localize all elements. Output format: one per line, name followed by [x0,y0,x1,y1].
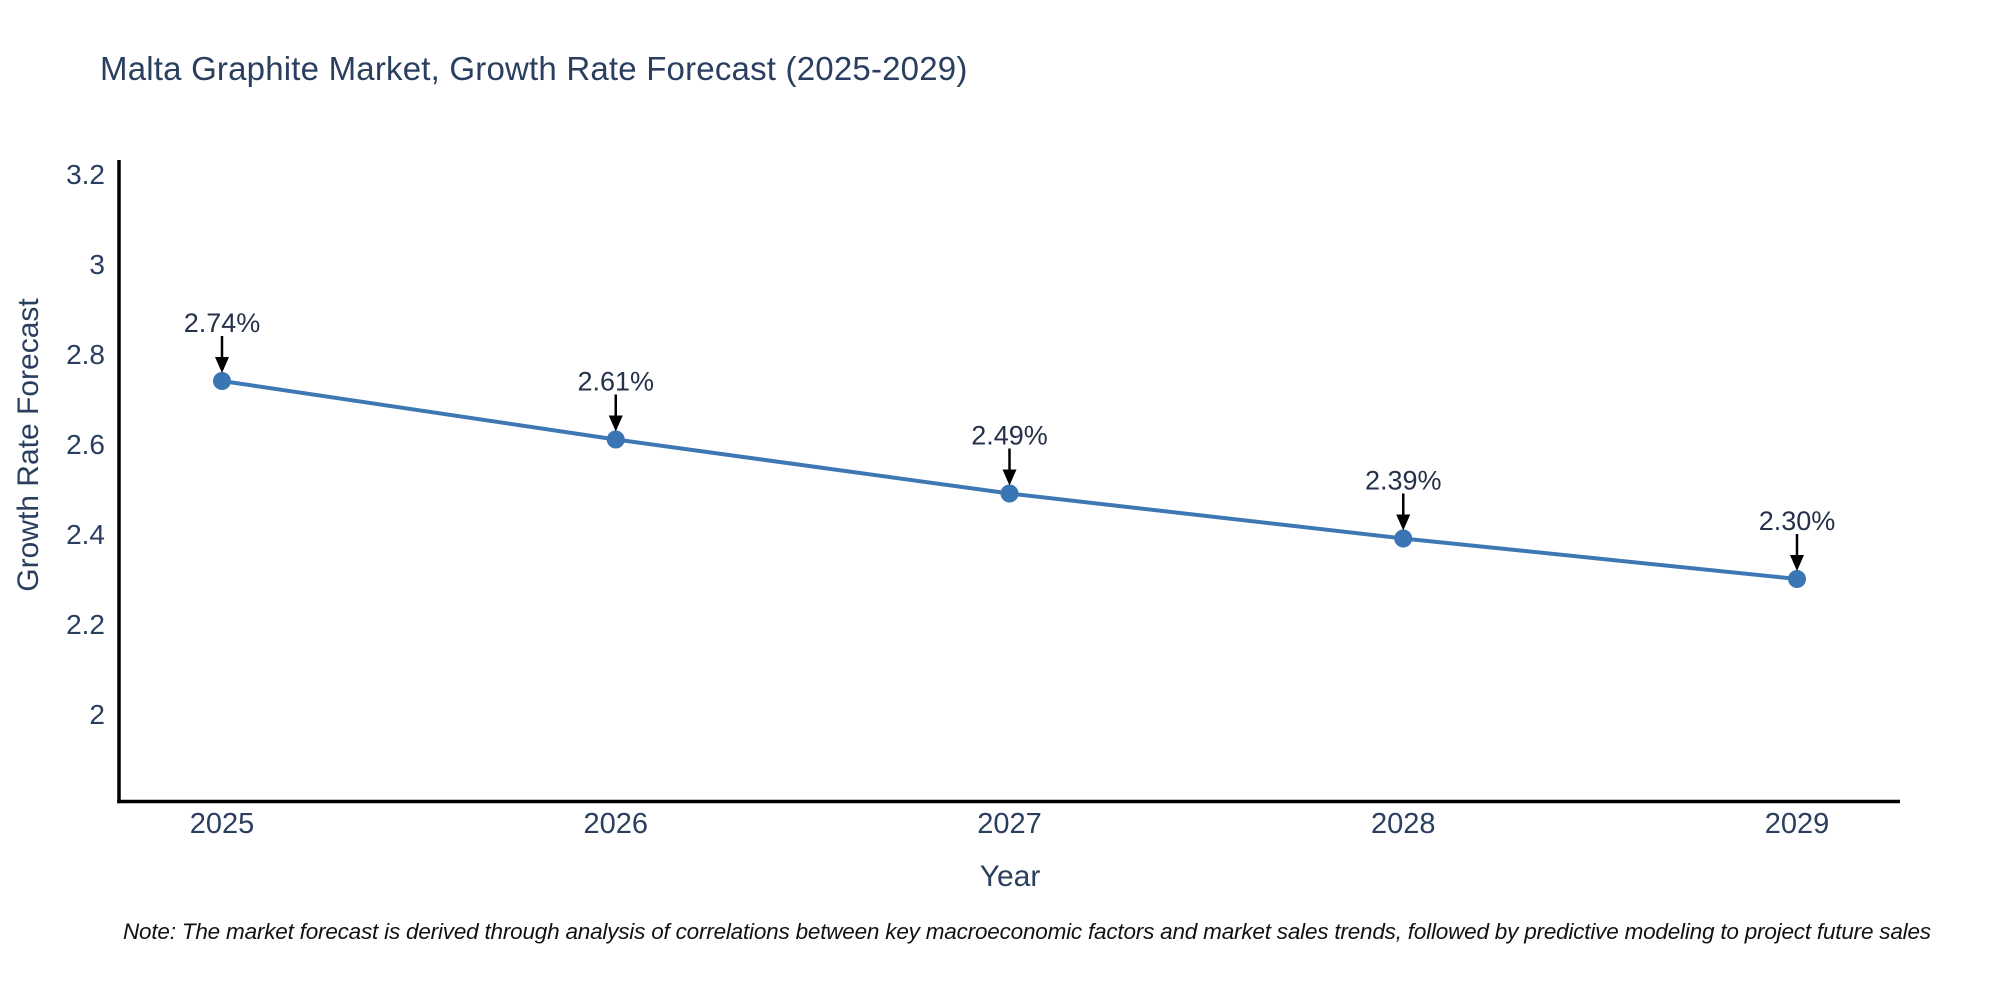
annotation-arrow-head [1002,469,1017,486]
annotation-label: 2.49% [971,421,1048,451]
annotation-arrow-head [1790,555,1804,571]
annotation-label: 2.39% [1365,466,1442,496]
annotation-arrow-head [1396,514,1411,531]
x-tick-label: 2028 [1371,808,1436,840]
y-tick-label: 3.2 [66,159,105,190]
annotation-label: 2.61% [577,367,654,397]
x-tick-label: 2026 [583,808,648,840]
y-tick-label: 2.4 [66,519,105,550]
y-tick-label: 2.8 [66,339,105,370]
chart-title: Malta Graphite Market, Growth Rate Forec… [100,50,968,87]
y-axis-title: Growth Rate Forecast [12,298,45,592]
data-point-marker [1788,570,1806,588]
annotation-label: 2.30% [1759,506,1836,536]
data-point-marker [606,430,625,449]
x-tick-label: 2027 [977,808,1042,840]
data-point-marker [1000,484,1019,503]
data-point-marker [213,372,231,390]
annotation-label: 2.74% [184,308,261,338]
y-tick-label: 2 [89,699,105,730]
y-tick-label: 2.6 [66,429,105,460]
footnote: Note: The market forecast is derived thr… [123,919,1931,944]
x-axis-title: Year [980,860,1041,893]
annotation-arrow-head [608,415,623,432]
y-tick-label: 3 [89,249,105,280]
x-tick-label: 2025 [190,808,255,840]
data-point-marker [1394,529,1413,548]
y-tick-label: 2.2 [66,609,105,640]
x-tick-label: 2029 [1765,808,1830,840]
annotation-arrow-head [215,357,229,373]
